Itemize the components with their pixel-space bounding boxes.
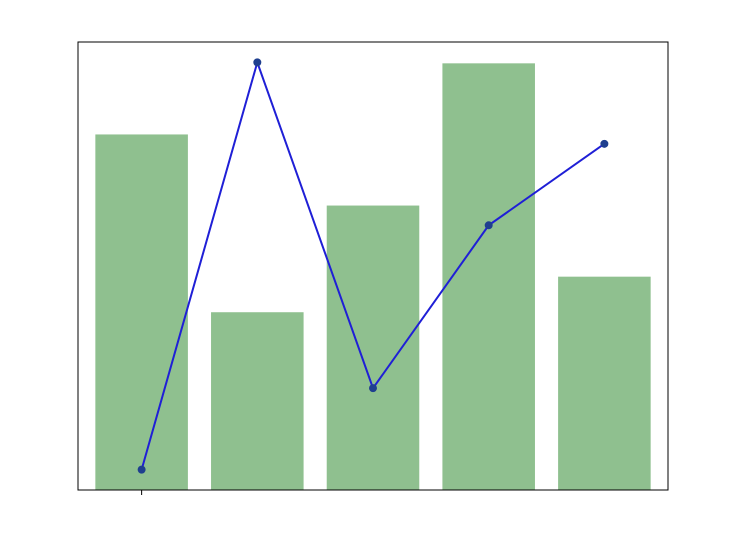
bar	[95, 134, 188, 490]
chart-root	[0, 0, 738, 556]
line-marker	[370, 385, 377, 392]
chart-svg	[0, 0, 738, 556]
line-marker	[138, 466, 145, 473]
bar	[327, 206, 420, 490]
bar	[211, 312, 304, 490]
line-marker	[601, 140, 608, 147]
line-marker	[485, 222, 492, 229]
bar	[442, 63, 535, 490]
line-marker	[254, 59, 261, 66]
bar	[558, 277, 651, 490]
